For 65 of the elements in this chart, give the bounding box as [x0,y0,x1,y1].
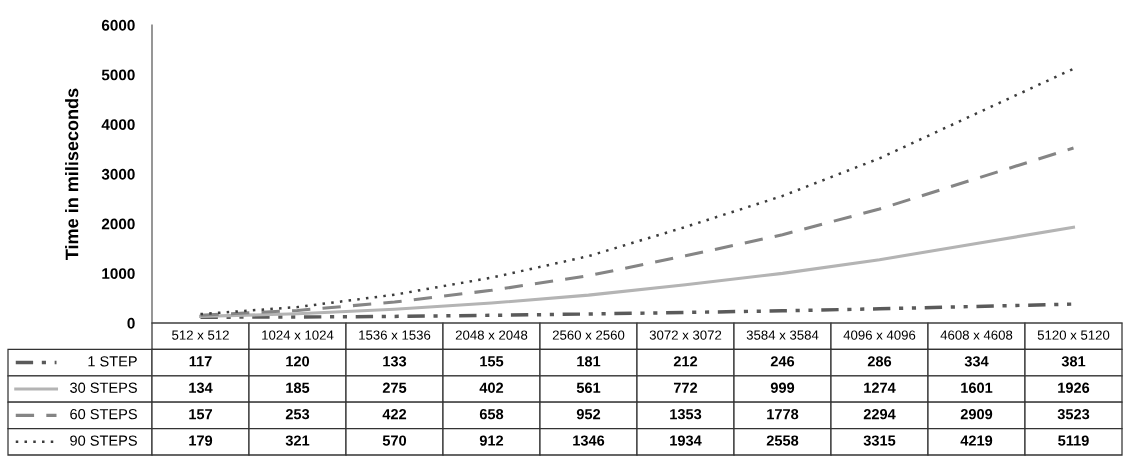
y-tick-label: 1000 [102,268,135,280]
data-label: 157 [189,409,213,420]
data-label: 570 [382,435,407,446]
x-tick-label: 2560 x 2560 [552,330,625,340]
y-tick-label: 3000 [101,168,135,180]
x-tick-label: 3072 x 3072 [649,330,722,340]
x-tick-label: 4608 x 4608 [940,330,1013,340]
data-label: 1934 [670,435,702,446]
legend-label: 60 STEPS [70,408,137,420]
data-label: 912 [479,435,504,446]
data-label: 561 [576,382,601,393]
data-label: 134 [189,382,213,393]
data-label: 117 [189,356,212,367]
data-label: 334 [964,356,989,367]
data-label: 1274 [864,382,896,393]
y-tick-label: 4000 [101,119,135,131]
data-label: 3315 [863,435,896,446]
y-tick-label: 5000 [101,69,135,81]
data-label: 658 [479,408,504,420]
data-label: 2558 [766,435,799,446]
data-label: 155 [480,356,504,367]
data-label: 772 [673,382,698,393]
data-label: 422 [382,408,407,420]
data-label: 402 [479,382,504,393]
y-tick-label: 6000 [101,19,135,31]
line-series [198,225,1076,318]
data-label: 952 [576,408,601,420]
line-series [199,67,1075,316]
data-label: 253 [285,408,310,420]
data-label: 1926 [1058,382,1090,393]
x-tick-label: 1536 x 1536 [359,330,431,340]
data-label: 1346 [573,435,605,446]
data-label: 1778 [767,408,799,420]
x-tick-label: 3584 x 3584 [746,330,819,340]
data-label: 246 [770,356,795,367]
data-label: 286 [867,356,892,367]
x-tick-label: 5120 x 5120 [1037,330,1110,340]
data-label: 181 [577,356,601,367]
data-label: 179 [189,435,213,446]
x-tick-label: 1024 x 1024 [262,330,334,340]
data-label: 1353 [670,408,702,420]
data-label: 2909 [960,408,993,420]
y-tick-label: 2000 [101,218,135,230]
data-label: 275 [382,382,407,393]
data-label: 185 [286,382,310,393]
data-label: 5119 [1058,435,1089,446]
data-label: 2294 [863,408,896,420]
y-axis-title: Time in miliseconds [65,88,79,260]
data-label: 321 [285,435,310,446]
legend-label: 1 STEP [88,356,137,367]
data-label: 133 [383,356,407,367]
data-label: 4219 [960,435,993,446]
y-tick-label: 0 [127,317,135,329]
x-tick-label: 4096 x 4096 [843,330,916,340]
x-tick-label: 2048 x 2048 [455,330,528,340]
data-label: 381 [1061,356,1086,367]
legend-label: 90 STEPS [70,435,137,446]
x-tick-label: 512 x 512 [172,330,229,340]
legend-label: 30 STEPS [70,382,137,393]
data-label: 999 [770,382,795,393]
data-label: 120 [286,356,310,367]
data-label: 1601 [961,382,993,393]
data-label: 3523 [1057,408,1090,420]
line-series [198,146,1076,317]
data-label: 212 [673,356,698,367]
